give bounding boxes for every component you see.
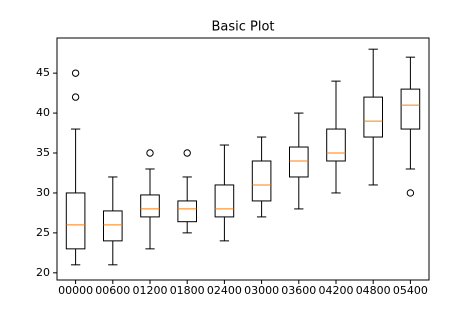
x-tick-label: 01800 — [170, 284, 205, 297]
box — [326, 128, 346, 162]
y-tick-label: 40 — [36, 106, 50, 119]
outlier — [71, 69, 80, 77]
x-tick-label: 02400 — [207, 284, 242, 297]
chart-title: Basic Plot — [211, 20, 274, 35]
x-tick-label: 04200 — [319, 284, 354, 297]
box — [289, 146, 309, 178]
y-tick-label: 20 — [36, 266, 50, 279]
y-tick-label: 45 — [36, 66, 50, 79]
box — [400, 88, 421, 130]
box — [65, 192, 86, 250]
box — [363, 96, 383, 138]
y-tick-label: 25 — [36, 226, 50, 239]
box — [140, 194, 160, 218]
x-tick-label: 03600 — [281, 284, 316, 297]
y-tick-label: 35 — [36, 146, 50, 159]
outlier — [183, 149, 191, 157]
box — [177, 200, 197, 223]
x-tick-label: 00600 — [95, 284, 130, 297]
outlier — [71, 93, 80, 101]
outlier — [406, 189, 415, 197]
x-tick-label: 00000 — [58, 284, 93, 297]
x-tick-label: 01200 — [133, 284, 168, 297]
outlier — [146, 149, 154, 157]
x-tick-label: 03000 — [244, 284, 279, 297]
box — [103, 210, 123, 242]
x-tick-label: 05400 — [393, 284, 428, 297]
plot-frame — [56, 37, 430, 281]
box — [251, 160, 272, 202]
x-tick-label: 04800 — [356, 284, 391, 297]
y-tick-label: 30 — [36, 186, 50, 199]
box — [214, 184, 235, 218]
